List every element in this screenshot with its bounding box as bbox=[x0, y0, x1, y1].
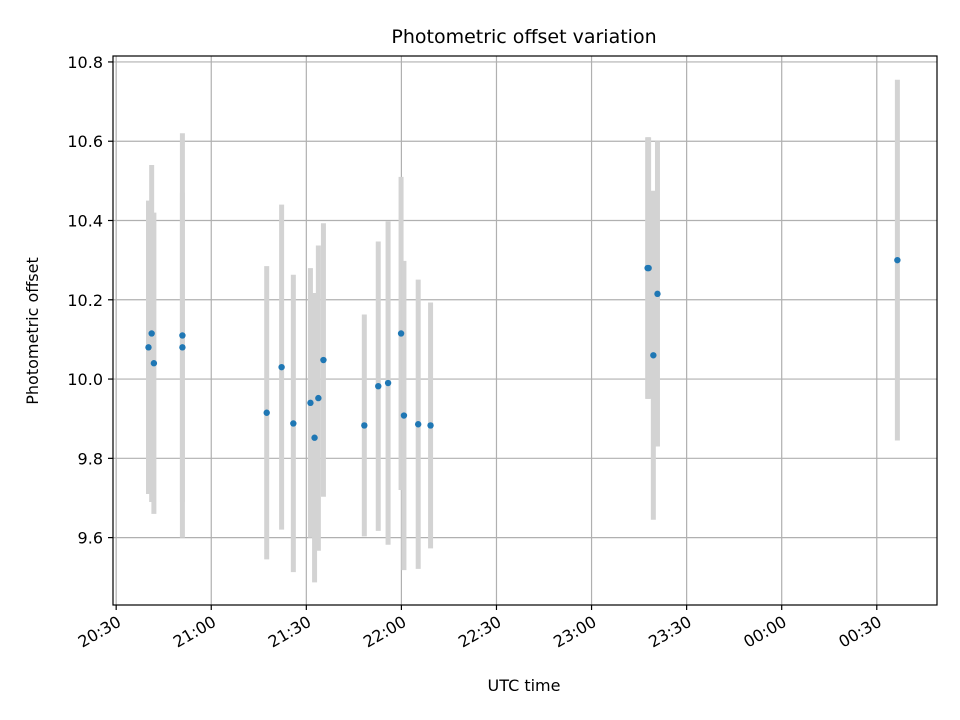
data-point bbox=[400, 412, 408, 419]
y-tick-label: 9.8 bbox=[78, 449, 103, 468]
y-axis-label: Photometric offset bbox=[23, 257, 42, 405]
data-point bbox=[384, 379, 392, 387]
data-point bbox=[375, 382, 382, 390]
data-point bbox=[650, 352, 657, 359]
data-point bbox=[361, 422, 368, 429]
y-tick-label: 10.2 bbox=[67, 291, 103, 310]
data-point bbox=[427, 422, 434, 429]
data-point bbox=[179, 344, 186, 351]
data-point bbox=[397, 330, 405, 337]
data-point bbox=[654, 290, 661, 298]
data-point bbox=[150, 360, 158, 367]
x-axis-label: UTC time bbox=[488, 676, 561, 695]
y-tick-label: 9.6 bbox=[78, 529, 103, 548]
data-point bbox=[278, 363, 285, 371]
plot-frame bbox=[112, 55, 938, 606]
y-tick-label: 10.6 bbox=[67, 132, 103, 151]
data-point bbox=[148, 330, 155, 337]
data-point bbox=[179, 332, 186, 339]
y-tick-label: 10.4 bbox=[67, 212, 103, 231]
data-point bbox=[315, 394, 322, 402]
data-point bbox=[894, 256, 901, 264]
data-point bbox=[320, 356, 327, 364]
data-point bbox=[307, 399, 314, 407]
data-point bbox=[263, 409, 270, 416]
chart-title: Photometric offset variation bbox=[391, 26, 656, 48]
y-axis-ticks: 9.6 9.8 10.0 10.2 10.4 10.6 10.8 bbox=[67, 53, 113, 548]
data-point bbox=[290, 420, 297, 427]
data-point bbox=[414, 421, 422, 428]
data-point bbox=[145, 344, 152, 351]
data-point bbox=[311, 434, 318, 441]
data-point bbox=[645, 264, 652, 272]
y-tick-label: 10.0 bbox=[67, 370, 103, 389]
data-points bbox=[145, 256, 901, 441]
y-tick-label: 10.8 bbox=[67, 53, 103, 72]
grid-lines bbox=[113, 56, 937, 605]
